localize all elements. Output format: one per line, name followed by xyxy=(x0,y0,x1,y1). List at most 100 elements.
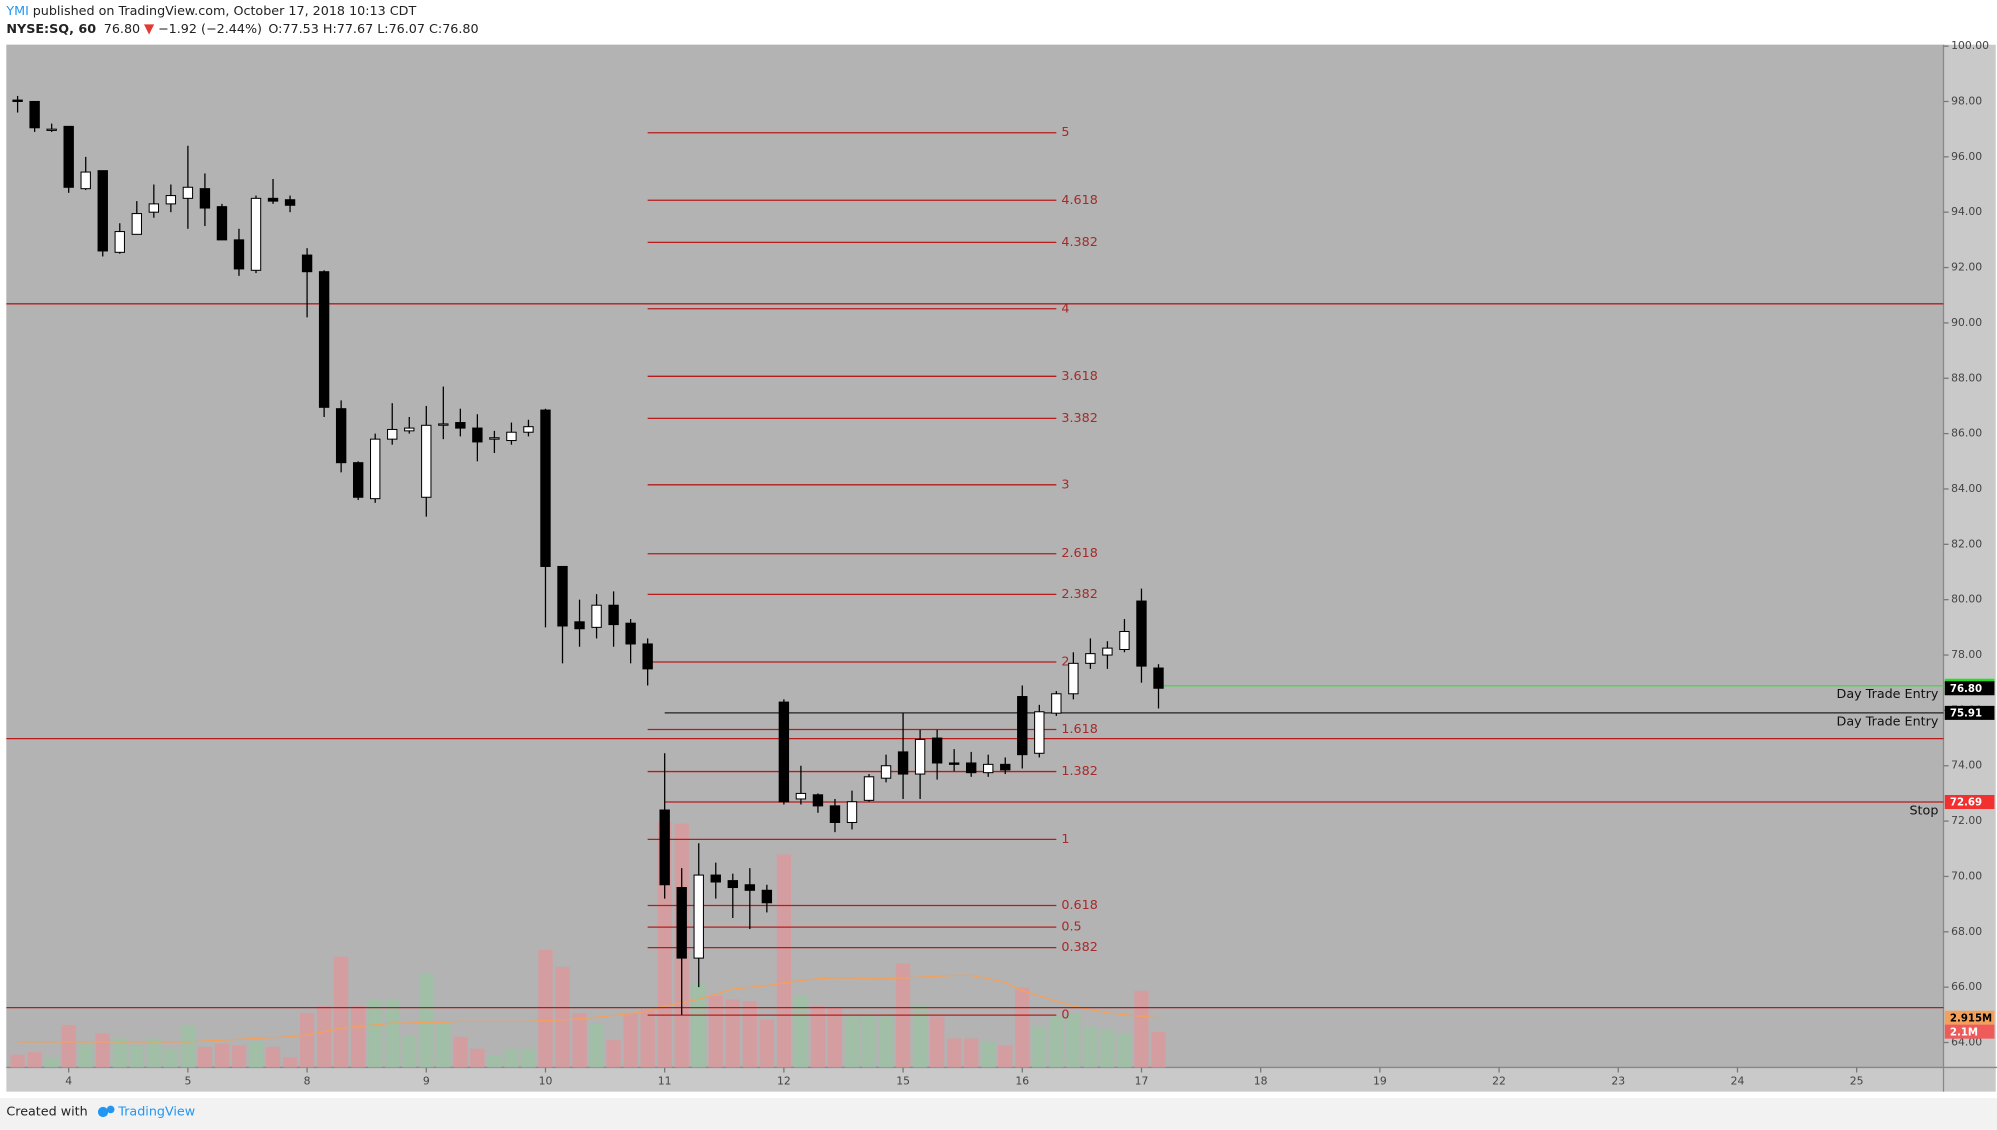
plot: 64.0066.0068.0070.0072.0074.0076.0078.00… xyxy=(6,39,1997,1092)
volume-bar xyxy=(555,966,570,1068)
change: −1.92 (−2.44%) xyxy=(158,22,262,37)
volume-bar xyxy=(742,1000,757,1068)
candle-body xyxy=(1119,630,1130,651)
volume-bar xyxy=(1117,1033,1132,1068)
volume-bar xyxy=(1049,1016,1064,1068)
x-tick-label: 5 xyxy=(184,1074,191,1087)
volume-bar xyxy=(265,1046,281,1068)
candle-body xyxy=(744,884,756,891)
fib-label: 0 xyxy=(1061,1008,1069,1023)
logo-dot xyxy=(97,1106,109,1118)
price-tag xyxy=(1944,681,1995,696)
candle-body xyxy=(233,239,245,270)
volume-bar xyxy=(78,1044,93,1068)
fib-label: 1 xyxy=(1061,832,1069,847)
x-tick-label: 17 xyxy=(1135,1074,1149,1087)
fib-label: 5 xyxy=(1061,125,1069,140)
volume-bar xyxy=(385,999,400,1068)
candle-body xyxy=(455,422,466,429)
volume-bar xyxy=(61,1024,76,1068)
candle-body xyxy=(267,197,279,202)
candle-body xyxy=(642,643,653,670)
volume-bar xyxy=(248,1041,264,1068)
candle-body xyxy=(404,427,415,432)
candle-body xyxy=(131,213,142,235)
price-tag-label: 2.915M xyxy=(1950,1013,1992,1024)
x-tick-label: 11 xyxy=(658,1074,672,1087)
y-tick-label: 94.00 xyxy=(1951,205,1982,218)
volume-ma xyxy=(17,974,1159,1043)
candle-body xyxy=(1017,696,1028,756)
candle-body xyxy=(914,738,926,775)
y-tick-label: 98.00 xyxy=(1951,94,1982,107)
volume-bar xyxy=(793,995,809,1068)
volume-bar xyxy=(1015,987,1030,1068)
candle-body xyxy=(1085,653,1096,664)
footer-bar xyxy=(0,1098,1997,1130)
fib-label: 4 xyxy=(1061,301,1069,316)
candle-body xyxy=(438,423,449,426)
y-tick-label: 64.00 xyxy=(1951,1036,1982,1049)
volume-bar xyxy=(27,1052,42,1068)
volume-bar xyxy=(964,1038,979,1068)
volume-bar xyxy=(589,1023,604,1068)
candle-body xyxy=(472,427,483,443)
candle-body xyxy=(1136,600,1147,667)
tradingview-logo[interactable] xyxy=(97,1105,115,1118)
fib-label: 3.618 xyxy=(1061,369,1097,384)
candle-body xyxy=(523,426,534,433)
candle-body xyxy=(557,565,568,627)
y-tick-label: 90.00 xyxy=(1951,316,1982,329)
footer-brand[interactable]: TradingView xyxy=(117,1105,195,1120)
volume-bar xyxy=(947,1038,962,1068)
candle-body xyxy=(29,100,40,129)
last-price: 76.80 xyxy=(104,22,140,37)
volume-bar xyxy=(504,1048,519,1068)
line-label: Day Trade Entry xyxy=(1837,714,1939,729)
volume-bar xyxy=(470,1048,485,1068)
volume-bar xyxy=(436,1023,451,1068)
volume-bar xyxy=(1134,990,1149,1068)
volume-bar xyxy=(929,1016,945,1068)
x-tick-label: 25 xyxy=(1850,1074,1864,1087)
candle-body xyxy=(97,170,108,252)
footer-text: Created with xyxy=(6,1105,87,1120)
volume-bar xyxy=(282,1057,298,1068)
candle-body xyxy=(574,621,585,630)
plot-area xyxy=(6,44,1944,1068)
price-tag-label: 75.91 xyxy=(1950,709,1982,720)
volume-bar xyxy=(214,1043,230,1068)
candle-body xyxy=(659,809,670,886)
price-tag-label: 72.69 xyxy=(1950,798,1982,809)
candle-body xyxy=(63,125,74,188)
volume-bar xyxy=(112,1038,127,1068)
ohlc: O:77.53 H:77.67 L:76.07 C:76.80 xyxy=(268,22,478,37)
volume-bar xyxy=(725,999,740,1068)
fib-label: 3 xyxy=(1061,477,1069,492)
candle-body xyxy=(80,171,91,190)
volume-bar xyxy=(163,1048,179,1068)
candle-body xyxy=(114,231,125,253)
x-tick-label: 4 xyxy=(65,1074,72,1087)
candle-body xyxy=(863,776,875,801)
volume-bar xyxy=(1100,1029,1115,1068)
volume-bar xyxy=(44,1057,59,1068)
volume-bar xyxy=(623,1012,638,1068)
y-tick-label: 70.00 xyxy=(1951,869,1982,882)
volume-bar xyxy=(146,1038,161,1068)
fib-label: 2.382 xyxy=(1061,587,1097,602)
candle-body xyxy=(761,889,773,904)
volume-bar xyxy=(538,949,553,1068)
volume-bar xyxy=(487,1055,502,1068)
author[interactable]: YMI xyxy=(5,4,29,19)
fib-label: 3.382 xyxy=(1061,411,1097,426)
volume-bar xyxy=(129,1045,144,1068)
y-tick-label: 72.00 xyxy=(1951,814,1982,827)
y-tick-label: 78.00 xyxy=(1951,648,1982,661)
price-tag xyxy=(1944,1010,1995,1025)
candle-body xyxy=(676,887,687,959)
volume-bar xyxy=(759,1019,775,1068)
x-tick-label: 10 xyxy=(539,1074,553,1087)
volume-bar xyxy=(981,1041,996,1068)
volume-bar xyxy=(351,1006,366,1068)
